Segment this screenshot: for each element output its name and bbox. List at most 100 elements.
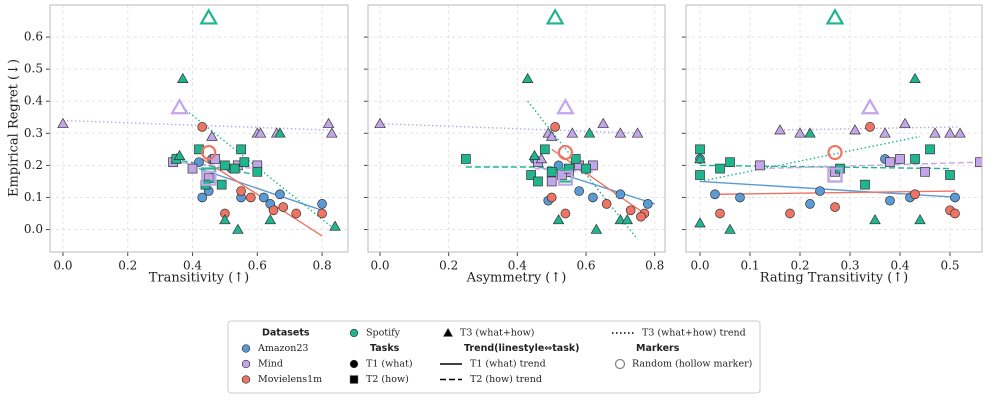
point xyxy=(566,127,579,138)
x-axis-label: Rating Transitivity (↑) xyxy=(760,271,909,286)
trend-line xyxy=(182,107,336,231)
plot-frame xyxy=(367,4,666,253)
point xyxy=(642,199,653,209)
point xyxy=(546,166,557,177)
point xyxy=(526,170,536,180)
point xyxy=(597,117,609,128)
point xyxy=(694,153,706,164)
point xyxy=(785,208,795,219)
point xyxy=(239,157,250,168)
point xyxy=(755,160,765,171)
point xyxy=(278,202,289,212)
point xyxy=(258,192,269,203)
point xyxy=(236,186,246,196)
legend-label: Spotify xyxy=(366,328,401,339)
point xyxy=(197,122,208,132)
trend-line xyxy=(759,161,981,170)
x-tick-label: 0.4 xyxy=(508,259,527,273)
plot-content xyxy=(374,8,655,240)
point xyxy=(229,163,240,174)
random-point xyxy=(201,144,217,161)
point xyxy=(322,117,335,128)
x-tick-label: 0.2 xyxy=(790,259,809,273)
x-tick-label: 0.8 xyxy=(313,259,332,273)
point xyxy=(805,199,815,209)
legend-header: Tasks xyxy=(370,343,400,354)
legend-label: T1 (what) xyxy=(366,359,413,370)
legend-label: Amazon23 xyxy=(257,343,308,354)
point xyxy=(614,127,627,138)
legend-header: Datasets xyxy=(262,328,310,339)
point xyxy=(925,144,935,155)
point xyxy=(588,192,598,203)
plot-content xyxy=(694,8,982,234)
point xyxy=(860,179,870,190)
random-point xyxy=(827,167,843,183)
point xyxy=(254,127,267,138)
point xyxy=(268,205,279,216)
point xyxy=(621,214,634,225)
point xyxy=(694,217,706,228)
point xyxy=(539,144,550,155)
x-tick-label: 0.6 xyxy=(576,259,595,273)
point xyxy=(326,127,338,138)
trend-line xyxy=(699,164,951,170)
plot-area xyxy=(686,5,982,252)
x-tick-label: 0.0 xyxy=(53,259,72,273)
random-point xyxy=(557,170,574,186)
point xyxy=(206,130,218,141)
point xyxy=(570,154,581,164)
y-tick-label: 0.0 xyxy=(24,222,43,236)
point xyxy=(954,127,966,138)
y-tick-label: 0.5 xyxy=(24,62,43,76)
point xyxy=(590,223,603,234)
trend-line xyxy=(551,148,645,215)
point xyxy=(219,214,231,225)
point xyxy=(950,192,960,203)
point xyxy=(329,220,341,231)
point xyxy=(774,124,786,135)
point xyxy=(910,189,920,200)
point xyxy=(220,160,230,171)
legend-marker xyxy=(443,327,453,337)
point xyxy=(695,170,705,180)
point xyxy=(560,208,571,219)
point xyxy=(177,72,189,84)
point xyxy=(528,149,541,160)
point xyxy=(724,223,736,234)
point xyxy=(557,170,567,180)
point xyxy=(546,176,557,187)
trend-line xyxy=(699,135,921,183)
point xyxy=(950,208,960,219)
legend-header: Trend(linestyle⇔task) xyxy=(464,343,580,354)
random-point xyxy=(545,8,565,25)
point xyxy=(715,163,725,174)
point xyxy=(920,166,930,177)
point xyxy=(725,157,735,168)
legend-marker xyxy=(241,344,251,353)
point xyxy=(545,130,558,141)
point xyxy=(869,214,881,225)
point xyxy=(944,127,956,138)
point xyxy=(794,127,806,138)
legend-label: T3 (what+how) xyxy=(460,328,534,339)
random-point xyxy=(860,97,880,115)
random-point xyxy=(199,8,219,25)
point xyxy=(885,195,895,206)
point xyxy=(57,117,69,128)
point xyxy=(815,186,825,196)
point xyxy=(232,223,244,234)
trend-line xyxy=(173,161,258,170)
y-tick-label: 0.2 xyxy=(24,158,43,172)
point xyxy=(830,202,840,212)
legend-label: Random (hollow marker) xyxy=(632,359,752,370)
x-tick-label: 0.4 xyxy=(183,259,202,273)
x-tick-label: 0.2 xyxy=(118,259,137,273)
point xyxy=(735,192,745,203)
x-axis-label: Asymmetry (↑) xyxy=(466,271,567,286)
point xyxy=(275,189,285,200)
point xyxy=(173,149,186,160)
legend-marker xyxy=(349,328,359,338)
x-tick-label: 0.3 xyxy=(840,259,859,273)
